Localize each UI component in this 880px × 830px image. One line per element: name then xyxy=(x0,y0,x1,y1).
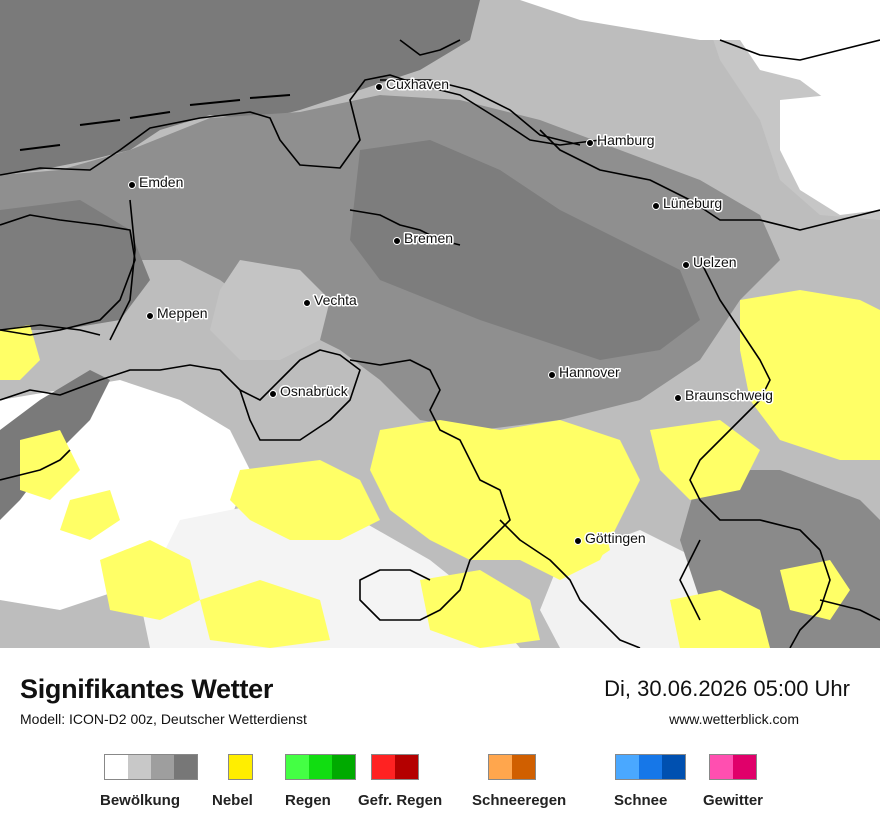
cloud-light-band xyxy=(210,260,330,360)
city-dot xyxy=(652,202,660,210)
city-dot xyxy=(682,261,690,269)
city-label: Lüneburg xyxy=(663,195,722,211)
city-label: Göttingen xyxy=(585,530,646,546)
legend-swatch xyxy=(229,755,252,779)
legend-swatch xyxy=(309,755,332,779)
legend-swatch xyxy=(733,755,756,779)
city-label-halo: Göttingen xyxy=(585,530,646,546)
legend-swatch xyxy=(128,755,151,779)
legend-swatch xyxy=(395,755,418,779)
legend-swatch-group xyxy=(104,754,198,780)
city-label-halo: Lüneburg xyxy=(663,195,722,211)
city-label-halo: Vechta xyxy=(314,292,357,308)
city-label-halo: Meppen xyxy=(157,305,208,321)
city-label: Bremen xyxy=(404,230,453,246)
cloud-dark-center xyxy=(350,140,700,360)
legend-swatch xyxy=(662,755,685,779)
legend-swatch xyxy=(332,755,355,779)
city-label-halo: Bremen xyxy=(404,230,453,246)
legend-label: Regen xyxy=(285,792,331,809)
legend-swatch xyxy=(512,755,535,779)
city-dot xyxy=(128,181,136,189)
city-label: Braunschweig xyxy=(685,387,773,403)
islands xyxy=(19,94,291,151)
city-label-halo: Emden xyxy=(139,174,183,190)
legend-swatch-group xyxy=(285,754,356,780)
city-label: Emden xyxy=(139,174,183,190)
legend-swatch xyxy=(710,755,733,779)
city-label: Cuxhaven xyxy=(386,76,449,92)
city-markers: CuxhavenCuxhavenHamburgHamburgEmdenEmden… xyxy=(128,75,774,548)
legend: Bewölkung Nebel Regen Gefr. Regen Schneerege… xyxy=(0,754,880,824)
city-dot xyxy=(674,394,682,402)
city-label: Vechta xyxy=(314,292,357,308)
legend-swatch xyxy=(489,755,512,779)
map-canvas: CuxhavenCuxhavenHamburgHamburgEmdenEmden… xyxy=(0,0,880,648)
website-link[interactable]: www.wetterblick.com xyxy=(669,711,799,727)
city-label: Meppen xyxy=(157,305,208,321)
city-dot xyxy=(303,299,311,307)
city-dot xyxy=(586,139,594,147)
city-dot xyxy=(548,371,556,379)
legend-swatch-group xyxy=(709,754,757,780)
city-label-halo: Uelzen xyxy=(693,254,737,270)
city-dot xyxy=(375,83,383,91)
city-label: Uelzen xyxy=(693,254,737,270)
clear-east-strip xyxy=(780,90,880,215)
city-label: Hamburg xyxy=(597,132,655,148)
fog-layer xyxy=(0,290,880,648)
cloud-dark-north xyxy=(0,0,480,175)
weather-map: Cuxhaven Cuxhaven Hamburg Hamburg Emden Emden… xyxy=(0,0,880,648)
city-label: Osnabrück xyxy=(280,383,349,399)
legend-label: Gewitter xyxy=(703,792,764,809)
legend-label: Bewölkung xyxy=(100,792,181,809)
legend-swatch xyxy=(286,755,309,779)
legend-swatch-group xyxy=(228,754,253,780)
footer: Signifikantes Wetter Modell: ICON-D2 00z… xyxy=(0,648,880,830)
city-label: Hannover xyxy=(559,364,620,380)
clear-northeast xyxy=(520,0,880,110)
borders-layer xyxy=(0,39,880,648)
legend-label: Schnee xyxy=(614,792,668,809)
city-dot xyxy=(393,237,401,245)
city-dot xyxy=(574,537,582,545)
legend-swatch-group xyxy=(615,754,686,780)
legend-swatch xyxy=(616,755,639,779)
forecast-datetime: Di, 30.06.2026 05:00 Uhr xyxy=(604,676,850,701)
legend-swatch xyxy=(174,755,197,779)
model-info: Modell: ICON-D2 00z, Deutscher Wetterdie… xyxy=(20,711,307,727)
legend-swatch xyxy=(151,755,174,779)
city-label-halo: Braunschweig xyxy=(685,387,773,403)
legend-swatch xyxy=(639,755,662,779)
city-label-halo: Cuxhaven xyxy=(386,76,449,92)
city-label-halo: Hannover xyxy=(559,364,620,380)
legend-label: Gefr. Regen xyxy=(358,792,443,809)
legend-swatch-group xyxy=(488,754,536,780)
legend-swatch-group xyxy=(371,754,419,780)
legend-label: Nebel xyxy=(212,792,253,809)
city-dot xyxy=(146,312,154,320)
city-label-halo: Hamburg xyxy=(597,132,655,148)
city-label-halo: Osnabrück xyxy=(280,383,349,399)
legend-label: Schneeregen xyxy=(472,792,567,809)
legend-swatch xyxy=(372,755,395,779)
page-title: Signifikantes Wetter xyxy=(20,674,274,704)
city-dot xyxy=(269,390,277,398)
legend-swatch xyxy=(105,755,128,779)
cloud-dark-west xyxy=(0,200,150,330)
